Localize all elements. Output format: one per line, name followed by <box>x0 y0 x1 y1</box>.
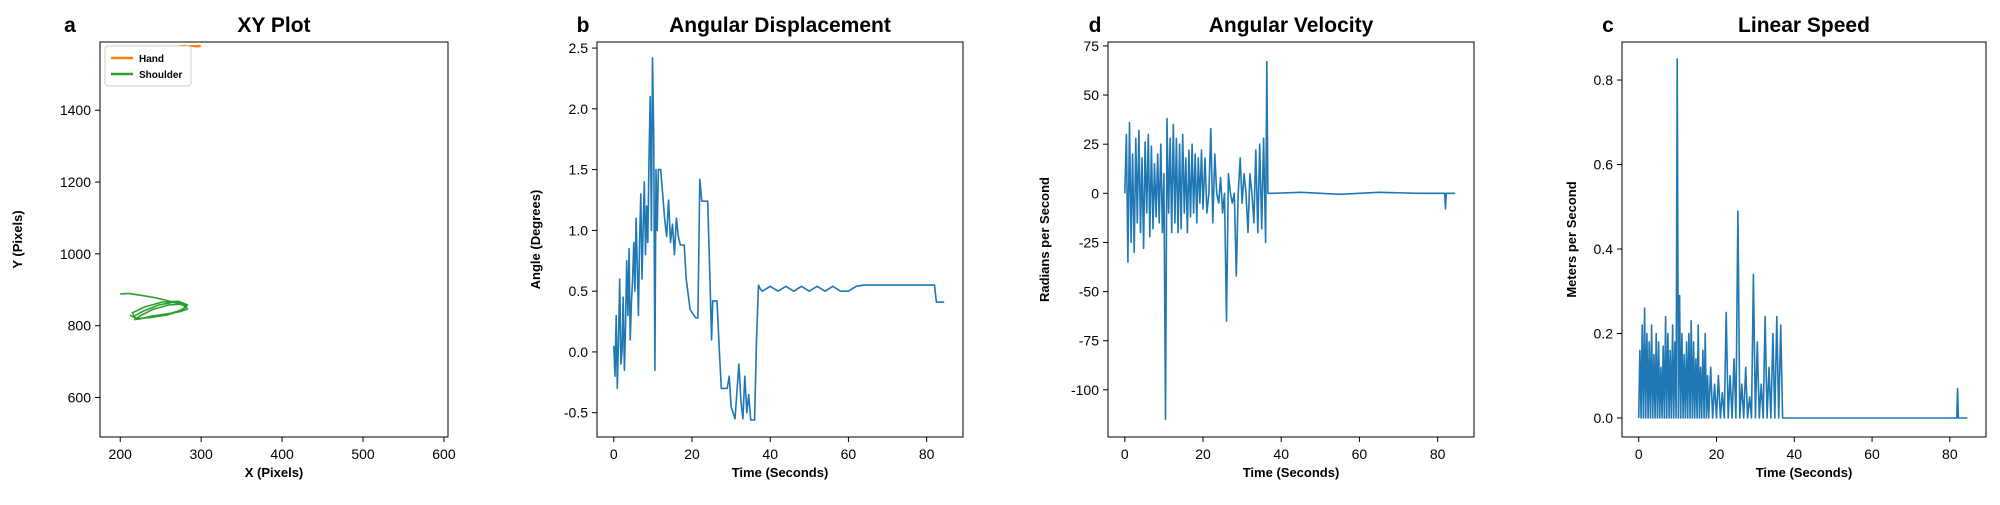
x-tick-label: 500 <box>351 446 375 462</box>
y-tick-label: 0.5 <box>569 283 589 299</box>
y-tick-label: 0.0 <box>1594 410 1614 426</box>
chart-panel-c: 0 20 40 60 80 0.0 0.2 0.4 0.6 0.8 Linear Speed c Tim… <box>1564 14 1987 480</box>
x-axis-label: Time (Seconds) <box>732 465 829 480</box>
chart-panel-b: 0 20 40 60 80 -0.5 0.0 0.5 1.0 1.5 2.0 2.5 Angular D… <box>528 14 964 480</box>
x-tick-label: 60 <box>1352 446 1368 462</box>
x-axis-label: X (Pixels) <box>245 465 304 480</box>
x-tick-label: 60 <box>1864 446 1880 462</box>
y-tick-label: 1.5 <box>569 162 589 178</box>
x-tick-label: 40 <box>762 446 778 462</box>
legend-box <box>104 45 192 87</box>
series-line-shoulder <box>120 292 189 321</box>
x-tick-label: 40 <box>1273 446 1289 462</box>
legend-label-shoulder: Shoulder <box>139 70 182 81</box>
x-tick-label: 0 <box>1635 446 1643 462</box>
y-tick-label: -100 <box>1071 382 1099 398</box>
y-tick-label: 600 <box>68 390 92 406</box>
panel-letter: d <box>1089 14 1102 37</box>
plot-frame <box>596 41 964 438</box>
panel-letter: c <box>1602 14 1614 37</box>
x-tick-label: 200 <box>109 446 133 462</box>
series-line-data-0 <box>613 56 945 421</box>
chart-title: Angular Velocity <box>1209 14 1374 37</box>
x-tick-label: 20 <box>1709 446 1725 462</box>
y-tick-label: -75 <box>1079 333 1099 349</box>
y-tick-label: 800 <box>68 318 92 334</box>
y-tick-label: 25 <box>1083 136 1099 152</box>
y-tick-label: 1400 <box>60 102 91 118</box>
y-tick-label: 0.8 <box>1594 72 1614 88</box>
chart-title: Linear Speed <box>1738 14 1870 37</box>
plot-frame <box>99 41 449 438</box>
plot-frame <box>1107 41 1475 438</box>
x-tick-label: 60 <box>841 446 857 462</box>
y-tick-label: 0.4 <box>1594 241 1614 257</box>
y-tick-label: 2.5 <box>569 40 589 56</box>
y-tick-label: 1200 <box>60 174 91 190</box>
y-tick-label: 50 <box>1083 87 1099 103</box>
x-tick-label: 300 <box>189 446 213 462</box>
y-tick-label: 0 <box>1091 185 1099 201</box>
y-tick-label: 2.0 <box>569 101 589 117</box>
y-tick-label: 0.2 <box>1594 325 1614 341</box>
y-tick-label: 1000 <box>60 246 91 262</box>
y-tick-label: -25 <box>1079 234 1099 250</box>
x-tick-label: 80 <box>919 446 935 462</box>
panel-letter: b <box>577 14 590 37</box>
x-tick-label: 400 <box>270 446 294 462</box>
x-tick-label: 80 <box>1942 446 1958 462</box>
x-tick-label: 600 <box>432 446 456 462</box>
panel-letter: a <box>64 14 76 37</box>
y-tick-label: 1.0 <box>569 222 589 238</box>
y-axis-label: Y (Pixels) <box>10 210 25 268</box>
x-tick-label: 0 <box>1121 446 1129 462</box>
chart-panel-a: 200 300 400 500 600 600 800 1000 1200 1400 XY Plot… <box>10 14 456 480</box>
series-line-data-0 <box>1124 60 1456 421</box>
chart-panel-d: 0 20 40 60 80 -100 -75 -50 -25 0 25 50 75 Angular Vel… <box>1037 14 1475 480</box>
y-tick-label: -0.5 <box>564 405 588 421</box>
x-tick-label: 20 <box>1195 446 1211 462</box>
x-axis-label: Time (Seconds) <box>1243 465 1340 480</box>
y-tick-label: 0.0 <box>569 344 589 360</box>
chart-title: Angular Displacement <box>669 14 891 37</box>
legend-label-hand: Hand <box>139 54 164 65</box>
x-tick-label: 20 <box>684 446 700 462</box>
x-tick-label: 0 <box>610 446 618 462</box>
x-tick-label: 40 <box>1786 446 1802 462</box>
chart-title: XY Plot <box>237 14 310 37</box>
y-tick-label: 0.6 <box>1594 157 1614 173</box>
y-tick-label: 75 <box>1083 38 1099 54</box>
y-axis-label: Meters per Second <box>1564 181 1579 297</box>
series-line-data-0 <box>1637 58 1968 419</box>
x-axis-label: Time (Seconds) <box>1756 465 1853 480</box>
plot-frame <box>1621 41 1987 438</box>
y-axis-label: Angle (Degrees) <box>528 190 543 290</box>
y-tick-label: -50 <box>1079 284 1099 300</box>
legend: Hand Shoulder <box>104 45 192 87</box>
x-tick-label: 80 <box>1430 446 1446 462</box>
y-axis-label: Radians per Second <box>1037 177 1052 302</box>
